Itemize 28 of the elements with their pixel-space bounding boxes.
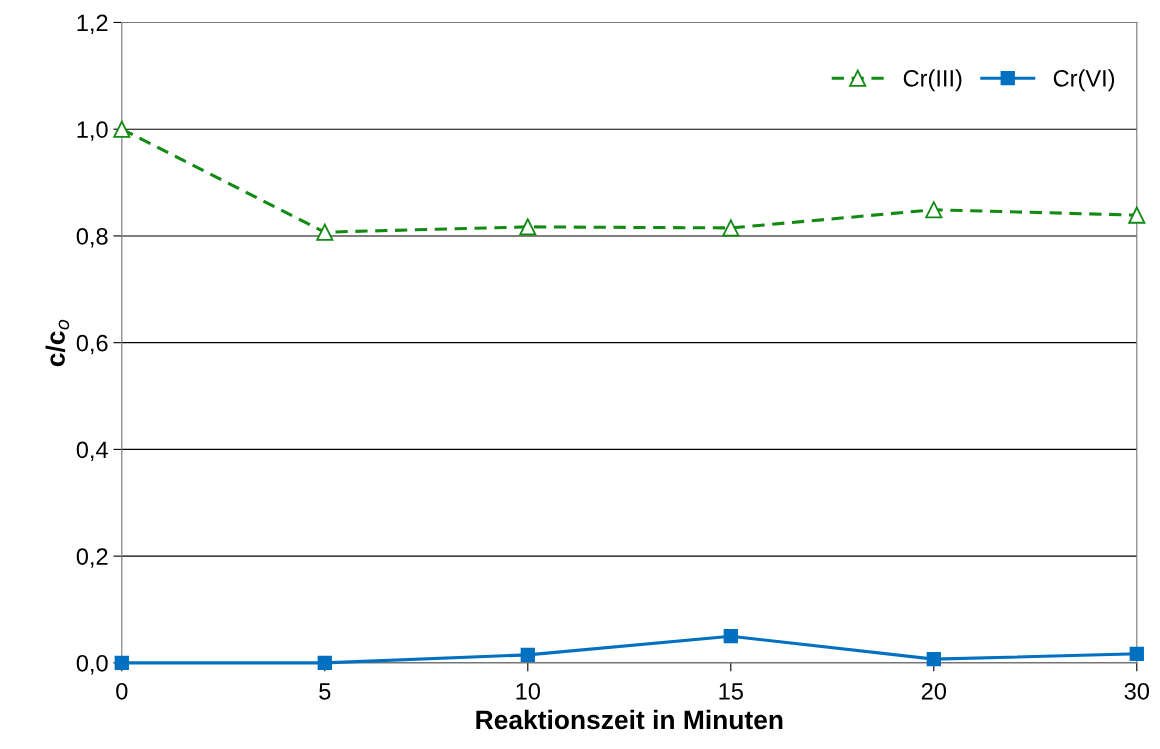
point xyxy=(520,647,535,663)
point xyxy=(519,218,537,236)
x-tick-label: 30 xyxy=(1124,682,1150,700)
x-axis-title: Reaktionszeit in Minuten xyxy=(476,709,783,730)
y-tick-label: 0,4 xyxy=(76,441,108,461)
x-tick-label: 10 xyxy=(516,682,541,700)
y-tick-label: 0,6 xyxy=(76,334,108,355)
y-axis-title: c/c$_{o}$ xyxy=(45,319,70,367)
x-tick-label: 0 xyxy=(116,682,128,700)
point xyxy=(723,629,738,644)
y-tick-label: 0,8 xyxy=(76,228,108,248)
x-tick-label: 20 xyxy=(921,682,947,700)
point xyxy=(722,219,740,237)
point xyxy=(113,120,131,138)
y-tick-label: 0,0 xyxy=(76,654,108,675)
point xyxy=(926,651,941,667)
point xyxy=(1129,646,1144,661)
point xyxy=(316,223,334,241)
point xyxy=(925,201,943,219)
point xyxy=(317,655,332,671)
y-tick-label: 1,2 xyxy=(77,14,108,35)
x-tick-label: 5 xyxy=(319,683,331,700)
legend-label: Cr(III) xyxy=(903,69,962,92)
legend-label: Cr(VI) xyxy=(1053,69,1115,92)
x-tick-label: 15 xyxy=(719,683,743,700)
point xyxy=(1128,206,1146,224)
y-tick-label: 1,0 xyxy=(77,121,108,141)
y-tick-label: 0,2 xyxy=(76,548,108,568)
